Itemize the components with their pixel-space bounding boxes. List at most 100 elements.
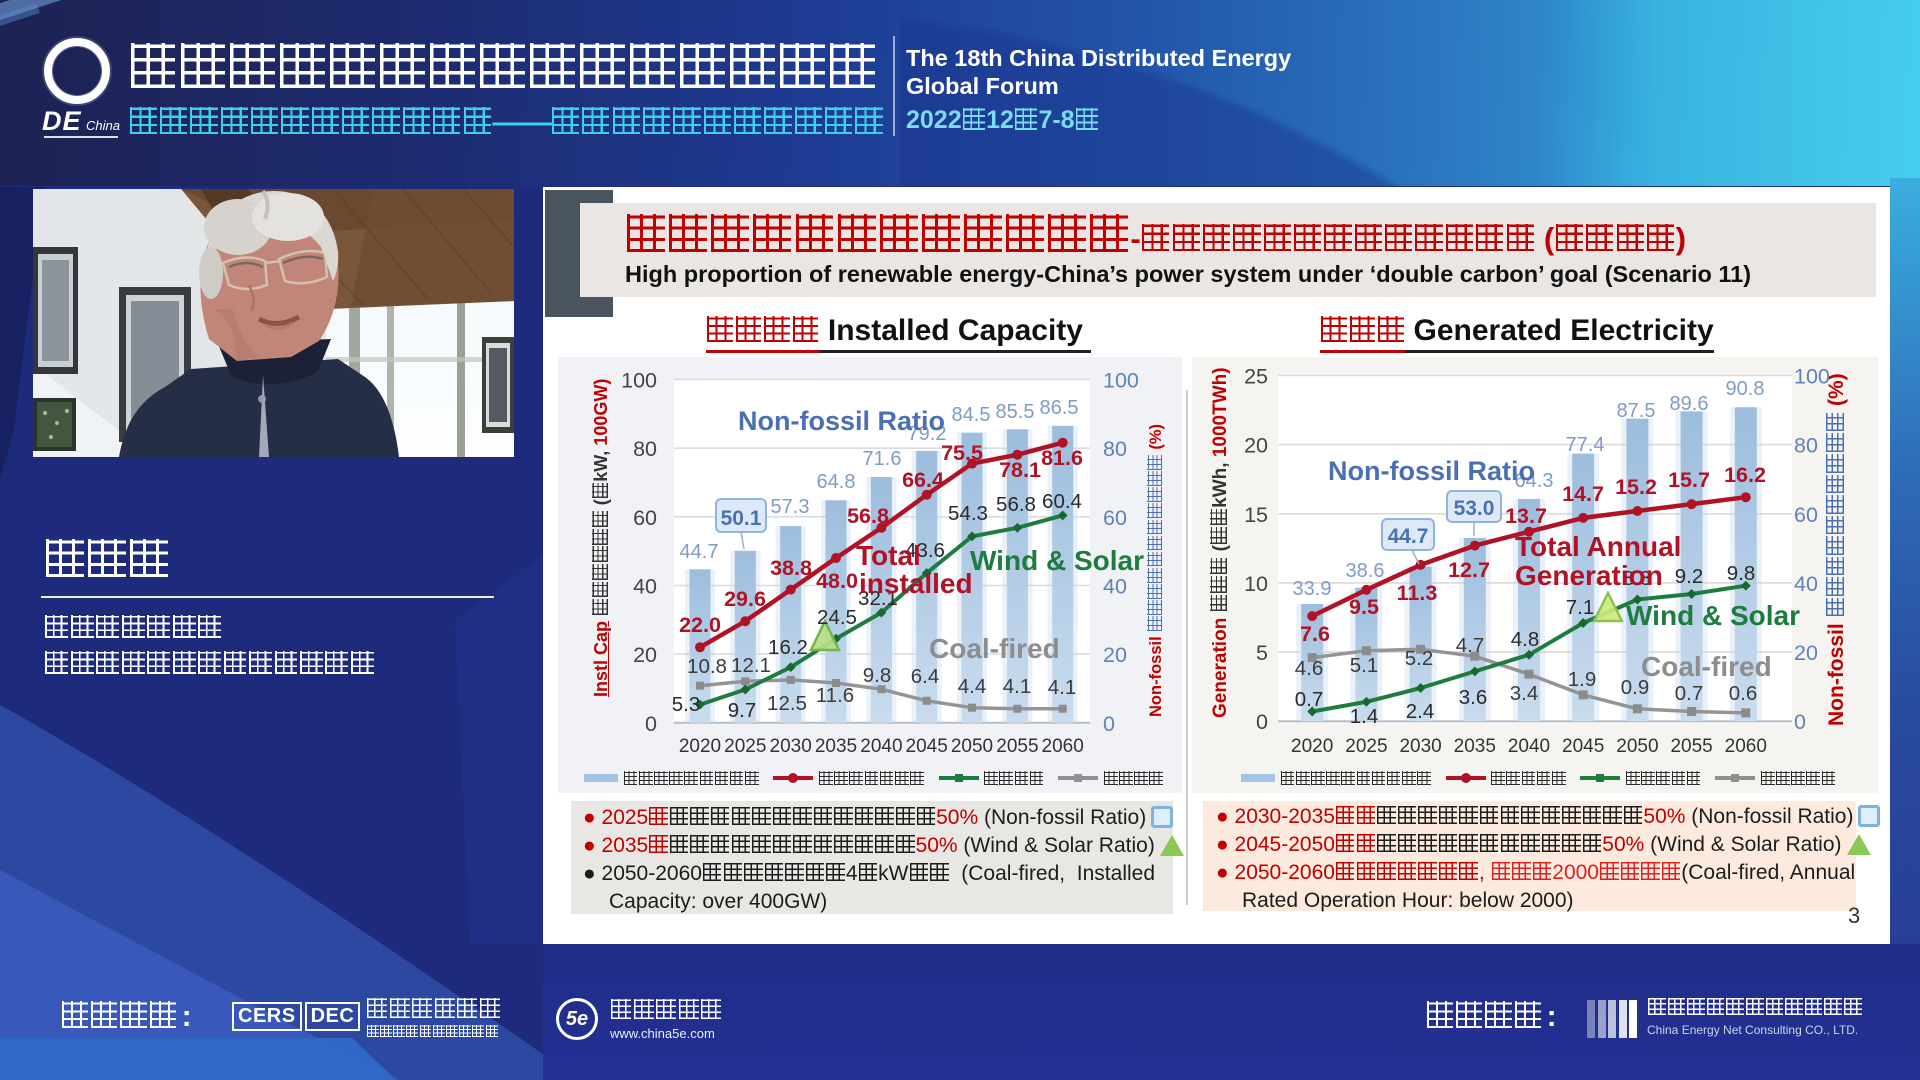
svg-text:13.7: 13.7 [1505,504,1547,528]
svg-text:Total Annual: Total Annual [1515,531,1681,562]
svg-text:9.5: 9.5 [1349,595,1379,619]
svg-text:60.4: 60.4 [1042,490,1082,513]
svg-text:90.8: 90.8 [1726,378,1765,400]
svg-text:5.3: 5.3 [672,693,701,716]
svg-text:38.8: 38.8 [770,556,812,580]
svg-text:32.1: 32.1 [858,587,898,610]
svg-text:25: 25 [1244,365,1268,389]
svg-text:installed: installed [859,568,973,599]
svg-text:5: 5 [1256,641,1268,665]
svg-text:33.9: 33.9 [1293,578,1332,600]
svg-text:5.2: 5.2 [1405,647,1434,670]
svg-text:100: 100 [1794,365,1830,389]
svg-text:84.5: 84.5 [952,404,991,426]
svg-text:2055: 2055 [1670,736,1712,757]
svg-text:81.6: 81.6 [1041,446,1083,470]
svg-text:48.0: 48.0 [816,569,858,593]
svg-text:57.3: 57.3 [771,496,810,518]
svg-text:2.4: 2.4 [1406,700,1435,723]
svg-text:2035: 2035 [1454,736,1496,757]
svg-text:4.7: 4.7 [1456,634,1485,657]
svg-text:4.8: 4.8 [1511,628,1540,651]
svg-text:4.4: 4.4 [958,675,987,698]
svg-text:86.5: 86.5 [1040,397,1079,419]
svg-text:2020: 2020 [1291,736,1333,757]
svg-text:56.8: 56.8 [847,504,889,528]
svg-text:2030: 2030 [770,736,812,757]
svg-text:43.6: 43.6 [905,539,945,562]
svg-text:4.1: 4.1 [1003,675,1032,698]
svg-text:87.5: 87.5 [1617,400,1656,422]
svg-text:10.8: 10.8 [687,655,727,678]
svg-text:53.0: 53.0 [1454,497,1495,520]
svg-text:60: 60 [1103,506,1127,530]
svg-text:9.2: 9.2 [1675,565,1704,588]
svg-text:20: 20 [633,643,657,667]
svg-text:Non-fossil Ratio: Non-fossil Ratio [738,406,945,436]
svg-text:0.7: 0.7 [1675,682,1704,705]
svg-text:6.4: 6.4 [911,665,940,688]
svg-text:11.6: 11.6 [816,684,854,707]
svg-text:15.7: 15.7 [1668,468,1710,492]
svg-text:2020: 2020 [679,736,721,757]
svg-text:60: 60 [1794,503,1818,527]
svg-text:2050: 2050 [951,736,993,757]
svg-text:7.6: 7.6 [1300,622,1330,646]
svg-text:2055: 2055 [996,736,1038,757]
svg-text:0: 0 [1103,712,1115,736]
svg-text:2040: 2040 [860,736,902,757]
svg-text:5.1: 5.1 [1350,654,1379,677]
svg-text:Wind & Solar: Wind & Solar [1626,600,1800,631]
svg-text:71.6: 71.6 [863,448,902,470]
svg-text:2040: 2040 [1508,736,1550,757]
svg-text:100: 100 [621,369,657,393]
svg-text:78.1: 78.1 [999,458,1041,482]
svg-text:80: 80 [633,437,657,461]
svg-text:4.1: 4.1 [1048,676,1077,699]
svg-text:50.1: 50.1 [721,507,762,530]
svg-text:40: 40 [633,575,657,599]
svg-text:7.1: 7.1 [1566,596,1595,619]
svg-text:0: 0 [1256,710,1268,734]
svg-text:4.6: 4.6 [1295,657,1324,680]
svg-text:Coal-fired: Coal-fired [929,633,1060,664]
svg-text:2035: 2035 [815,736,857,757]
svg-text:15: 15 [1244,503,1268,527]
svg-text:44.7: 44.7 [680,541,719,563]
svg-text:0: 0 [645,712,657,736]
svg-text:Coal-fired: Coal-fired [1641,651,1772,682]
svg-text:8.8: 8.8 [1623,567,1652,590]
svg-text:2025: 2025 [724,736,766,757]
svg-text:Generation: Generation [1515,560,1663,591]
svg-text:2060: 2060 [1725,736,1767,757]
svg-text:79.2: 79.2 [908,423,947,445]
svg-text:2030: 2030 [1399,736,1441,757]
svg-text:2050: 2050 [1616,736,1658,757]
svg-text:60: 60 [633,506,657,530]
svg-text:9.8: 9.8 [863,664,892,687]
svg-text:40: 40 [1103,575,1127,599]
svg-text:10: 10 [1244,572,1268,596]
svg-text:15.2: 15.2 [1615,475,1657,499]
svg-text:80: 80 [1794,434,1818,458]
svg-text:44.7: 44.7 [1388,525,1429,548]
svg-text:66.4: 66.4 [902,468,944,492]
svg-text:12.7: 12.7 [1448,558,1490,582]
svg-text:12.1: 12.1 [731,654,771,677]
svg-text:22.0: 22.0 [679,613,721,637]
svg-text:3.4: 3.4 [1510,682,1539,705]
svg-text:12.5: 12.5 [767,692,807,715]
svg-text:20: 20 [1103,643,1127,667]
svg-text:9.8: 9.8 [1727,562,1756,585]
svg-text:Non-fossil Ratio: Non-fossil Ratio [1328,456,1535,486]
svg-text:2060: 2060 [1042,736,1084,757]
svg-text:2045: 2045 [906,736,948,757]
svg-text:24.5: 24.5 [817,606,857,629]
svg-text:80: 80 [1103,437,1127,461]
svg-text:64.3: 64.3 [1515,470,1554,492]
svg-text:0.9: 0.9 [1621,676,1650,699]
svg-text:100: 100 [1103,369,1139,393]
svg-text:75.5: 75.5 [941,441,983,465]
svg-text:0.6: 0.6 [1729,682,1758,705]
svg-text:16.2: 16.2 [1724,463,1766,487]
